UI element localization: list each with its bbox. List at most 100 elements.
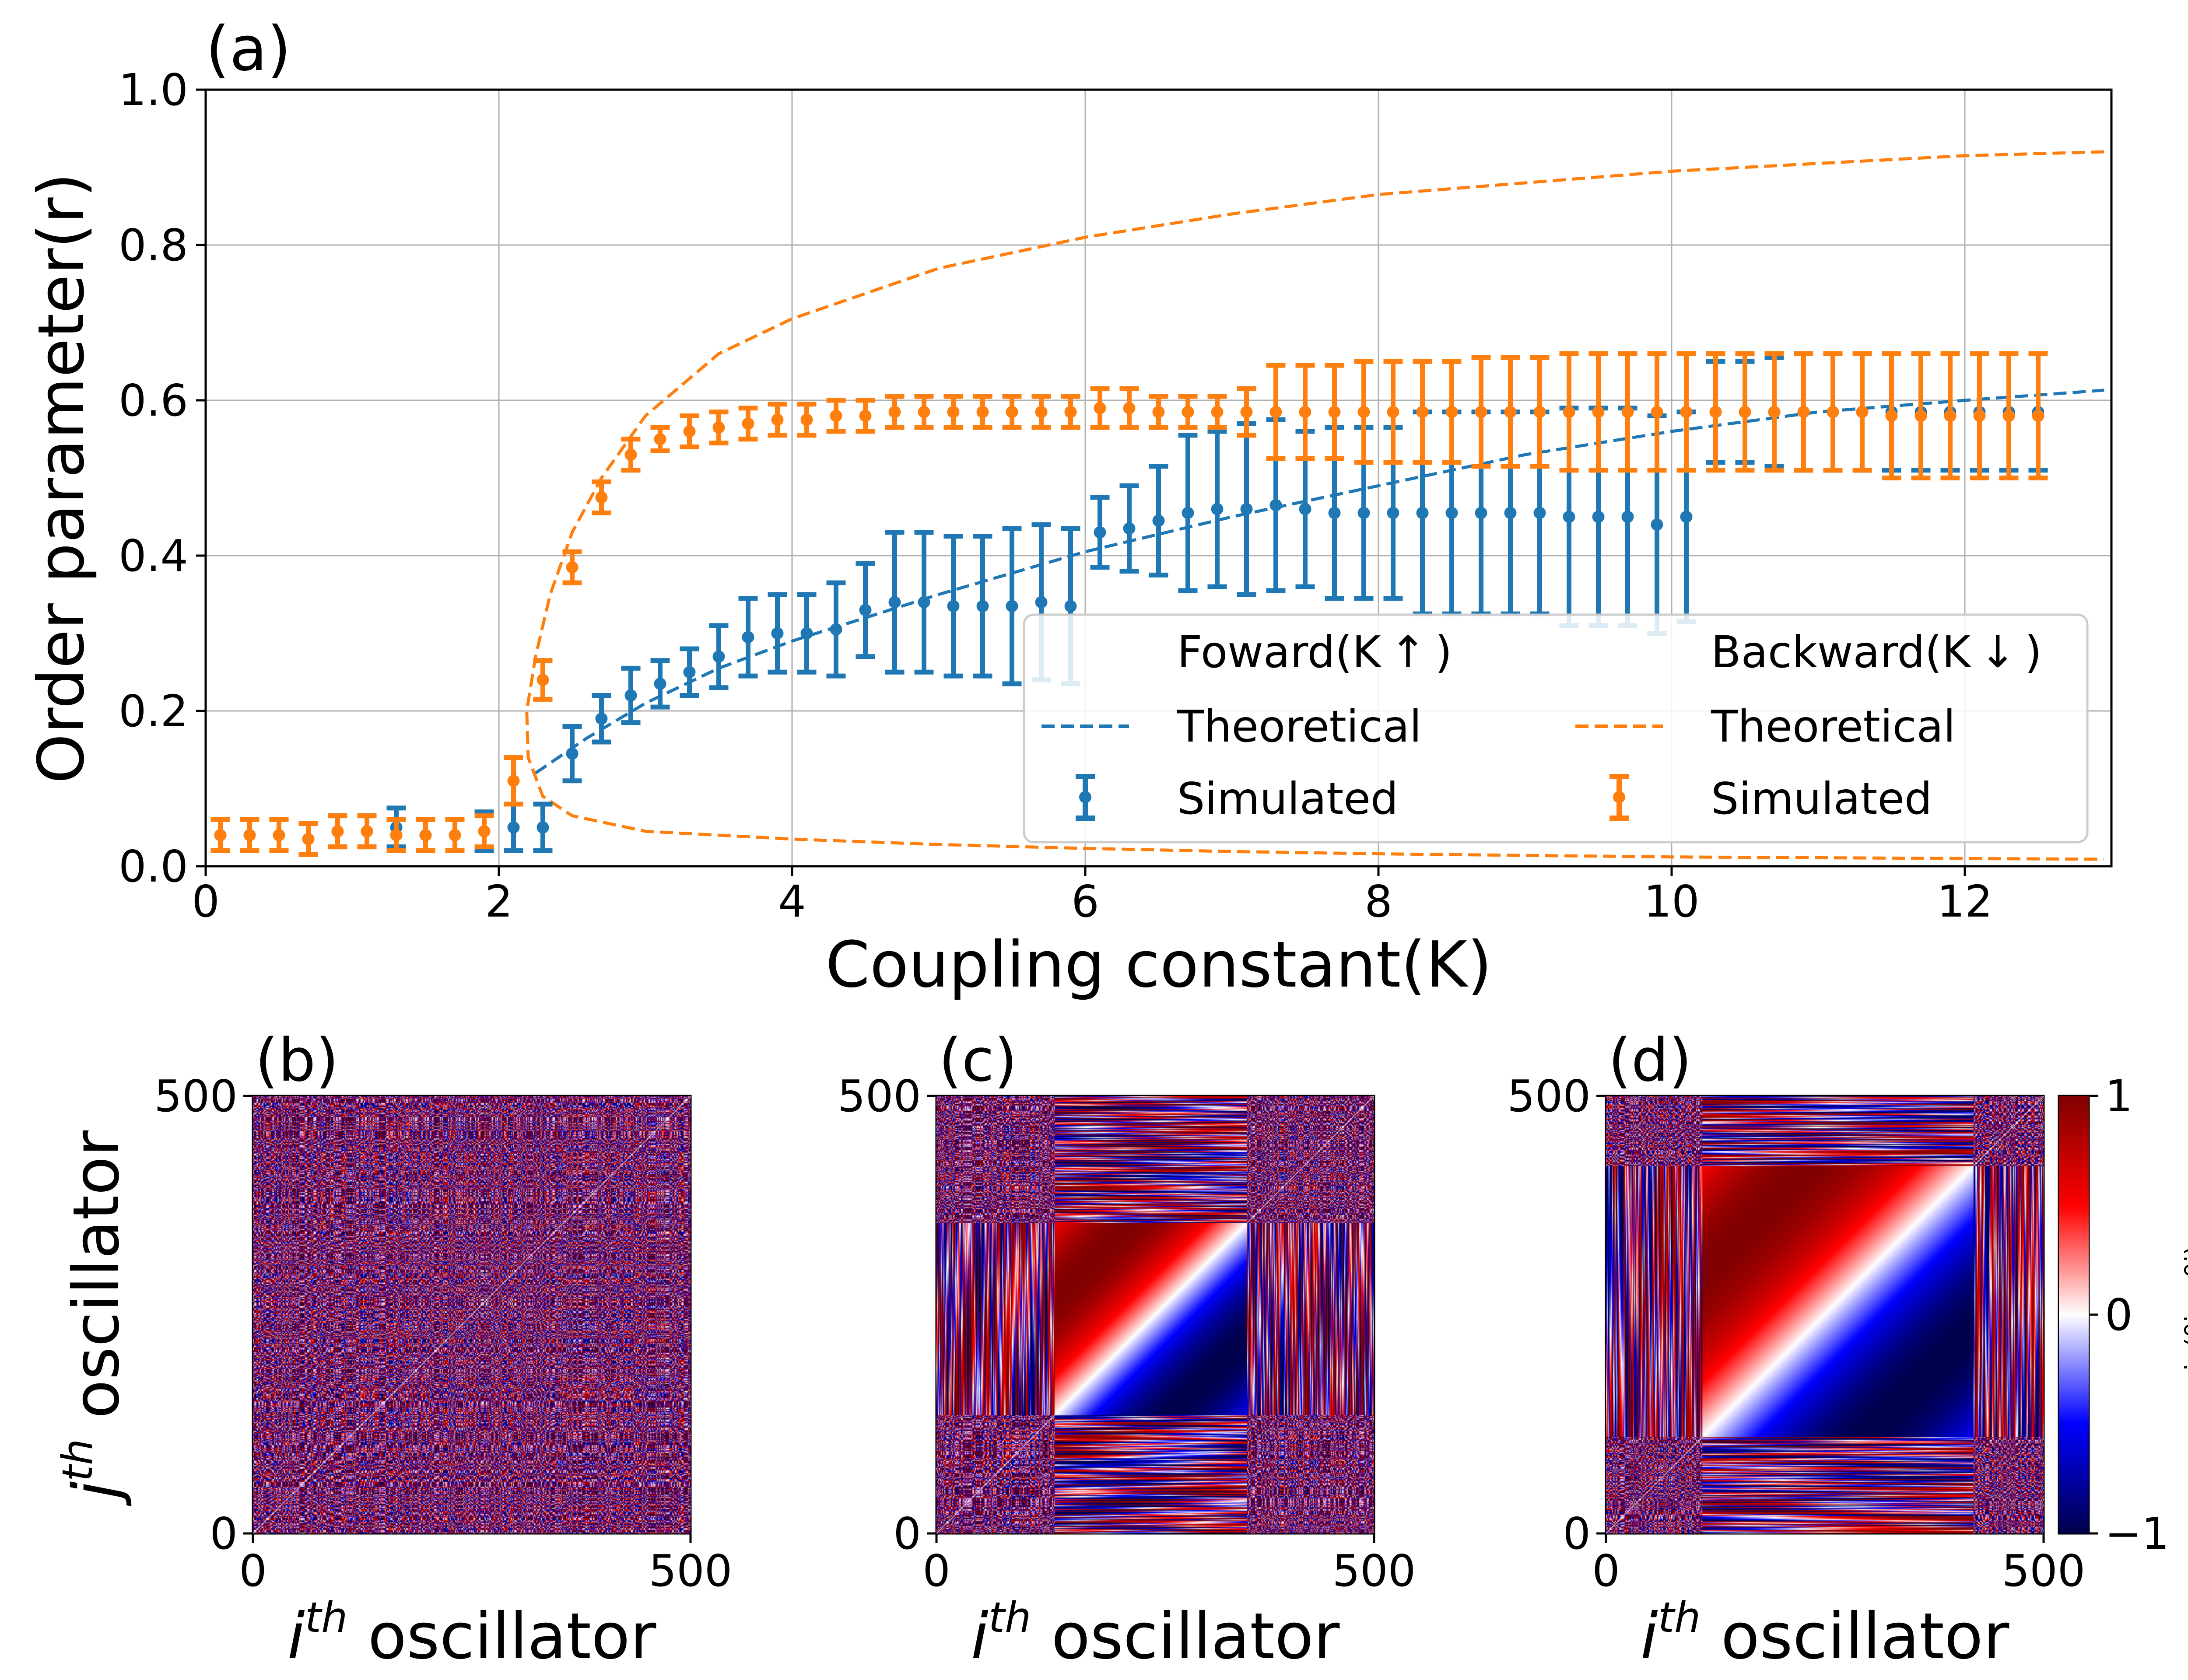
x-tick-label: 6 bbox=[1071, 876, 1099, 927]
x-axis-label-text: oscillator bbox=[1031, 1600, 1339, 1673]
backward-data-point bbox=[1240, 406, 1253, 418]
backward-data-point bbox=[1973, 410, 1986, 422]
legend-forward-simulated-label: Simulated bbox=[1177, 773, 1398, 824]
backward-data-point bbox=[771, 413, 784, 426]
forward-data-point bbox=[947, 600, 960, 612]
backward-data-point bbox=[859, 410, 872, 422]
forward-data-point bbox=[859, 604, 872, 616]
backward-data-point bbox=[1739, 406, 1751, 418]
backward-data-point bbox=[1445, 406, 1458, 418]
backward-data-point bbox=[1944, 410, 1957, 422]
x-axis-label-i: i bbox=[971, 1600, 989, 1673]
forward-data-point bbox=[1680, 511, 1693, 523]
panel-label: (d) bbox=[1608, 1026, 1692, 1095]
forward-data-point bbox=[976, 600, 989, 612]
x-axis-label-sup: th bbox=[1658, 1594, 1701, 1642]
forward-data-point bbox=[1064, 600, 1077, 612]
backward-data-point bbox=[1211, 406, 1224, 418]
backward-data-point bbox=[1152, 406, 1165, 418]
forward-data-point bbox=[1387, 507, 1399, 519]
forward-data-point bbox=[1504, 507, 1517, 519]
x-tick-label: 8 bbox=[1364, 876, 1392, 927]
forward-data-point bbox=[683, 666, 696, 679]
backward-data-point bbox=[1416, 406, 1429, 418]
colorbar-label: sin(θj − θi) bbox=[2180, 1245, 2188, 1384]
colorbar bbox=[2059, 1096, 2089, 1533]
backward-data-point bbox=[1387, 406, 1399, 418]
y-axis-label-text: oscillator bbox=[60, 1130, 133, 1438]
forward-data-point bbox=[1035, 596, 1048, 609]
legend: Foward(K ↑ ) Backward(K ↓ ) Theoretical … bbox=[1023, 613, 2089, 844]
x-tick-label: 10 bbox=[1644, 876, 1699, 927]
backward-data-point bbox=[830, 410, 842, 422]
backward-data-point bbox=[361, 825, 373, 838]
panel-a-frame bbox=[204, 88, 2113, 868]
y-tick-label: 1.0 bbox=[119, 64, 188, 116]
x-tick-label: 0 bbox=[1592, 1545, 1620, 1596]
backward-data-point bbox=[624, 448, 637, 461]
backward-data-point bbox=[800, 413, 813, 426]
backward-data-point bbox=[918, 406, 930, 418]
forward-data-point bbox=[566, 747, 579, 760]
backward-data-point bbox=[1621, 406, 1634, 418]
panel-a-label: (a) bbox=[206, 14, 291, 85]
legend-forward-header: Foward(K ↑ ) bbox=[1177, 626, 1452, 678]
forward-data-point bbox=[800, 627, 813, 640]
forward-data-point bbox=[507, 821, 520, 834]
backward-data-point bbox=[1269, 406, 1282, 418]
backward-data-point bbox=[1328, 406, 1341, 418]
backward-data-point bbox=[1299, 406, 1311, 418]
backward-data-point bbox=[1357, 406, 1370, 418]
y-tick-label: 0 bbox=[210, 1508, 238, 1559]
backward-data-point bbox=[1475, 406, 1487, 418]
y-axis-label-sup: th bbox=[54, 1439, 102, 1481]
legend-box bbox=[1023, 613, 2089, 844]
forward-data-point bbox=[918, 596, 930, 609]
backward-data-point bbox=[478, 825, 491, 838]
backward-data-point bbox=[1064, 406, 1077, 418]
backward-data-point bbox=[1709, 406, 1722, 418]
colorbar-tick-label: −1 bbox=[2105, 1508, 2169, 1559]
backward-data-point bbox=[1592, 406, 1605, 418]
heatmap-b bbox=[253, 1096, 691, 1533]
y-tick-label: 0.6 bbox=[119, 375, 188, 426]
y-tick-label: 0 bbox=[1563, 1508, 1591, 1559]
x-axis-label: ith oscillator bbox=[971, 1594, 1340, 1673]
panel-a-theory-curves bbox=[525, 150, 2104, 861]
forward-data-point bbox=[1592, 511, 1605, 523]
backward-data-point bbox=[273, 829, 285, 841]
backward-data-point bbox=[1680, 406, 1693, 418]
backward-data-point bbox=[507, 774, 520, 787]
backward-data-point bbox=[1827, 406, 1839, 418]
forward-data-point bbox=[742, 631, 754, 644]
backward-data-point bbox=[449, 829, 461, 841]
backward-data-point bbox=[1182, 406, 1194, 418]
x-tick-label: 500 bbox=[2002, 1545, 2086, 1596]
x-axis-label-i: i bbox=[1641, 1600, 1658, 1673]
forward-data-point bbox=[1563, 511, 1575, 523]
y-tick-label: 0 bbox=[893, 1508, 921, 1559]
panel-label: (b) bbox=[255, 1026, 339, 1095]
legend-backward-header: Backward(K ↓ ) bbox=[1711, 626, 2042, 678]
forward-data-point bbox=[1211, 503, 1224, 515]
legend-forward-simulated-swatch bbox=[1076, 774, 1095, 821]
backward-data-point bbox=[742, 417, 754, 430]
x-axis-label-text: oscillator bbox=[347, 1600, 656, 1673]
backward-data-point bbox=[1504, 406, 1517, 418]
backward-data-point bbox=[1651, 406, 1663, 418]
forward-data-point bbox=[1006, 600, 1018, 612]
backward-data-point bbox=[1885, 410, 1898, 422]
colorbar-tick-label: 0 bbox=[2105, 1289, 2133, 1340]
forward-data-point bbox=[830, 623, 842, 636]
forward-data-point bbox=[771, 627, 784, 640]
panel-a-data-series bbox=[210, 351, 2048, 857]
x-tick-label: 0 bbox=[922, 1545, 950, 1596]
forward-theoretical-curve bbox=[534, 388, 2104, 774]
backward-data-point bbox=[1006, 406, 1018, 418]
panel-a: (a) 0 2 4 6 8 10 12 0.0 0.2 0.4 0.6 0.8 1.0 Coupling… bbox=[25, 14, 2113, 1002]
backward-data-point bbox=[1533, 406, 1546, 418]
backward-data-point bbox=[1856, 406, 1869, 418]
y-tick-label: 0.8 bbox=[119, 220, 188, 271]
